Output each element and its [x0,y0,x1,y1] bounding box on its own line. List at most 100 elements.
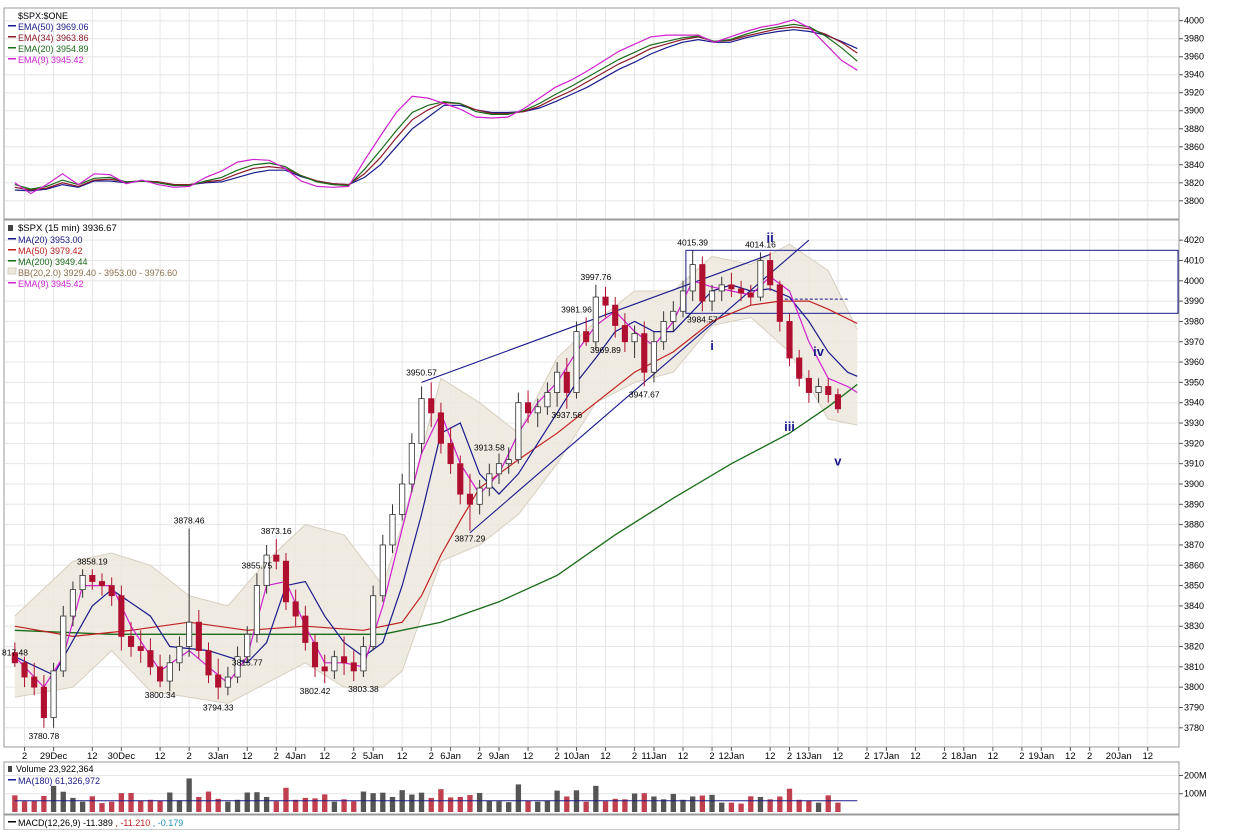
volume-bar [128,792,134,812]
volume-bar [757,796,764,812]
volume-bar [748,796,754,812]
volume-bar [254,792,260,812]
ema-y-tick-label: 3860 [1184,142,1204,152]
price-y-tick-label: 3790 [1184,702,1204,712]
volume-bar [225,801,231,812]
ema-y-tick-label: 3820 [1184,178,1204,188]
candle-body [495,463,503,475]
legend-macd: MACD(12,26,9) -11.389 [18,818,113,828]
candle-body [544,392,551,408]
ema-y-tick-label: 4000 [1184,16,1204,26]
volume-legend: Volume 23,922,364 MA(180) 61,326,972 [8,764,100,786]
volume-bar [331,801,338,812]
x-tick-label: 12 [155,751,166,762]
candle-body [486,473,493,489]
volume-bar [699,795,706,812]
candle-body [31,676,38,688]
price-y-tick-label: 3840 [1184,601,1204,611]
volume-bar [535,801,541,812]
ema-y-tick-label: 3920 [1184,88,1204,98]
x-tick-label: 2 [477,751,482,762]
x-tick-label: 13Jan [796,751,822,762]
volume-bar [835,802,841,812]
volume-bar [70,797,76,812]
volume-bar [263,796,270,812]
candle-body [534,406,541,414]
x-tick-label: 11Jan [641,751,666,762]
candle-body [621,325,628,343]
price-annotation-label: 3947.67 [629,389,660,399]
ema-y-tick-label: 3940 [1184,70,1204,80]
volume-bar [21,801,28,812]
volume-bar [50,785,57,812]
volume-y-tick-label: 200M [1184,770,1207,780]
price-y-tick-label: 4010 [1184,255,1204,265]
volume-bar [447,797,454,812]
price-y-tick-label: 3900 [1184,479,1204,489]
ema-y-tick-label: 3800 [1184,196,1204,206]
candle-body [583,331,590,343]
legend-bb: BB(20,2.0) 3929.40 - 3953.00 - 3976.60 [18,268,177,278]
x-tick-label: 2 [22,751,27,762]
price-y-tick-label: 3940 [1184,398,1204,408]
candle-body [554,371,561,393]
volume-bar [670,793,676,812]
candle-body [389,514,396,546]
volume-bar [234,799,241,812]
candle-body [718,284,725,292]
candle-body [21,662,28,678]
x-tick-label: 12 [319,751,330,762]
wave-label: iv [813,344,825,359]
volume-bar [60,791,66,812]
legend-macd-signal: , -11.210 [115,818,150,828]
volume-bar [738,803,744,812]
x-tick-label: 12 [523,751,534,762]
ma200-line [14,383,858,635]
price-y-tick-label: 3870 [1184,540,1204,550]
ema-panel-title: $SPX:$ONE [18,11,68,21]
price-annotation-label: 3878.46 [174,516,205,526]
candle-body [234,656,241,678]
volume-bar [593,785,599,812]
volume-bar [602,801,609,812]
x-tick-label: 2 [632,751,637,762]
price-annotation-label: 4015.39 [677,237,708,247]
x-tick-label: 12 [678,751,689,762]
volume-bar [380,792,386,812]
legend-ema50: EMA(50) 3969.06 [18,22,89,32]
ema-series-line [14,19,858,195]
x-tick-label: 12 [1143,751,1154,762]
candle-body [757,260,764,298]
volume-bar [660,799,667,812]
x-tick-label: 2 [709,751,714,762]
candle-body [360,646,367,672]
price-annotation-label: 3858.19 [77,556,108,566]
candle-body [457,463,464,495]
volume-bar [341,799,347,812]
legend-ma50: MA(50) 3979.42 [18,246,83,256]
volume-bar [118,793,125,812]
price-annotation-label: 3981.96 [561,304,592,314]
x-tick-label: 4Jan [285,751,306,762]
legend-ema34: EMA(34) 3963.86 [18,33,89,43]
x-tick-label: 2 [1087,751,1092,762]
x-tick-label: 12 [397,751,408,762]
price-y-tick-label: 3850 [1184,581,1204,591]
candle-body [689,264,696,292]
volume-bar [728,802,735,812]
price-annotation-label: 3802.42 [300,686,331,696]
volume-bar [506,802,512,812]
candle-body [331,656,338,672]
candle-body [69,589,77,617]
volume-bar [583,801,589,812]
volume-bar [564,796,570,812]
x-tick-label: 18Jan [951,751,977,762]
ema-panel: 3800 3820 3840 3860 3880 3900 3920 3940 3960 3980… [5,9,1204,218]
volume-bar [815,802,822,812]
candle-body [79,575,86,591]
volume-y-tick-label: 100M [1184,789,1207,799]
candle-body [437,412,444,444]
candle-body [282,560,290,603]
candle-body [815,386,822,393]
